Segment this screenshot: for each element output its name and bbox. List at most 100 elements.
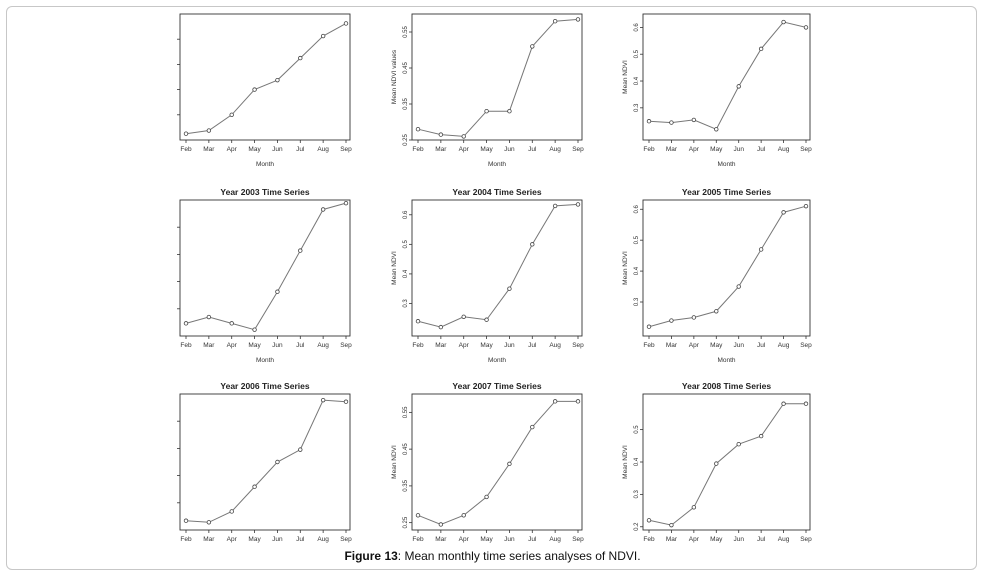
figure-frame: [6, 6, 977, 570]
data-point: [438, 522, 444, 527]
chart-title: Year 2003 Time Series: [220, 187, 309, 197]
x-tick-label: Jul: [296, 146, 305, 153]
data-point: [781, 19, 786, 25]
x-tick-label: May: [710, 146, 723, 153]
x-tick-label: May: [710, 536, 723, 543]
data-point: [484, 108, 489, 114]
data-point: [229, 509, 234, 514]
data-point: [343, 399, 349, 404]
y-tick-label: 0.35: [403, 479, 409, 491]
x-tick-label: Jul: [757, 342, 766, 349]
x-tick-label: Mar: [435, 146, 447, 153]
x-tick-label: Mar: [666, 536, 678, 543]
data-point: [714, 309, 719, 314]
x-tick-label: Sep: [800, 146, 812, 153]
data-point: [781, 401, 786, 406]
x-tick-label: Feb: [180, 536, 192, 543]
data-point: [552, 19, 558, 24]
y-tick-label: 0.5: [634, 49, 640, 58]
chart-svg: Feb Mar Apr May Jun Jul Aug Sep Year 2006 Time S…: [177, 381, 352, 543]
data-point: [736, 84, 741, 89]
ndvi-chart-3: 0.3 0.4 0.5 0.6 Feb Mar Apr May Jun Jul Aug Sep Mont…: [601, 0, 816, 174]
x-tick-label: Feb: [412, 342, 424, 349]
x-tick-label: Jul: [757, 536, 766, 543]
x-tick-label: Sep: [340, 536, 352, 543]
x-tick-label: May: [248, 536, 261, 543]
y-axis-title: Mean NDVI values: [391, 49, 398, 104]
series-line: [417, 203, 579, 328]
x-tick-label: Jul: [296, 536, 305, 543]
data-point: [691, 505, 697, 510]
data-point: [691, 117, 697, 123]
chart-title: Year 2005 Time Series: [682, 187, 771, 197]
x-tick-label: Feb: [643, 536, 655, 543]
y-tick-label: 0.5: [403, 240, 409, 249]
data-point: [320, 207, 326, 212]
x-tick-label: May: [480, 146, 493, 153]
x-tick-label: Sep: [340, 342, 352, 349]
data-point: [575, 17, 581, 22]
data-point: [229, 321, 234, 326]
plot-box: [179, 13, 351, 141]
data-point: [507, 108, 512, 114]
data-point: [252, 484, 257, 489]
chart-svg: 0.3 0.4 0.5 0.6 Feb Mar Apr May Jun Jul Aug Sep Mont…: [622, 13, 812, 168]
chart-title: Year 2004 Time Series: [452, 187, 541, 197]
x-axis-title: Month: [256, 357, 274, 364]
data-point: [343, 200, 349, 206]
x-tick-label: Apr: [689, 146, 700, 153]
y-tick-label: 0.2: [634, 522, 640, 531]
ndvi-chart-1: Feb Mar Apr May Jun Jul Aug Sep Month: [138, 0, 356, 174]
x-tick-label: Jul: [528, 536, 537, 543]
series-line: [417, 18, 579, 137]
x-tick-label: Jul: [528, 342, 537, 349]
ndvi-chart-4: Feb Mar Apr May Jun Jul Aug Sep Month Year 2003 T…: [138, 186, 356, 370]
data-point: [669, 120, 674, 125]
data-point: [575, 202, 581, 207]
x-tick-label: Aug: [317, 146, 329, 153]
data-point: [320, 397, 326, 403]
x-tick-label: Jun: [733, 536, 744, 543]
y-axis-title: Mean NDVI: [622, 60, 629, 94]
ndvi-chart-2: 0.25 0.35 0.45 0.55 Feb Mar Apr May Jun Jul Aug Sep…: [370, 0, 588, 174]
x-axis-title: Month: [717, 357, 735, 364]
y-tick-label: 0.5: [634, 425, 640, 434]
x-tick-label: Feb: [180, 342, 192, 349]
y-axis-title: Mean NDVI: [391, 251, 398, 285]
data-point: [275, 459, 280, 465]
series-line: [417, 400, 578, 526]
y-tick-label: 0.4: [403, 269, 409, 278]
data-point: [552, 399, 558, 404]
data-point: [736, 284, 741, 289]
series-line: [648, 21, 807, 130]
x-tick-label: Jul: [757, 146, 766, 153]
y-tick-label: 0.55: [403, 406, 409, 418]
x-tick-label: Apr: [689, 536, 700, 543]
ndvi-chart-5: 0.3 0.4 0.5 0.6 Feb Mar Apr May Jun Jul Aug Sep Mont…: [370, 186, 588, 370]
plot-box: [411, 13, 583, 141]
chart-title: Year 2008 Time Series: [682, 381, 771, 391]
x-tick-label: Apr: [227, 536, 238, 543]
chart-title: Year 2006 Time Series: [220, 381, 309, 391]
x-tick-label: Aug: [549, 342, 561, 349]
plot-box: [179, 199, 351, 337]
data-point: [415, 513, 421, 518]
x-tick-label: Sep: [572, 536, 584, 543]
ndvi-chart-7: Feb Mar Apr May Jun Jul Aug Sep Year 2006 Time S…: [138, 380, 356, 564]
x-tick-label: Sep: [800, 536, 812, 543]
y-tick-label: 0.4: [634, 76, 640, 85]
data-point: [758, 247, 764, 252]
x-tick-label: Mar: [666, 342, 678, 349]
y-tick-label: 0.4: [634, 457, 640, 466]
x-tick-label: Aug: [778, 342, 790, 349]
x-tick-label: Feb: [180, 146, 192, 153]
x-tick-label: Jun: [504, 342, 515, 349]
data-point: [320, 33, 326, 39]
data-point: [461, 314, 466, 319]
series-line: [648, 403, 806, 526]
data-point: [507, 461, 512, 467]
x-tick-label: Mar: [203, 146, 215, 153]
data-point: [415, 319, 421, 324]
x-tick-label: Mar: [203, 536, 215, 543]
data-point: [669, 522, 674, 528]
